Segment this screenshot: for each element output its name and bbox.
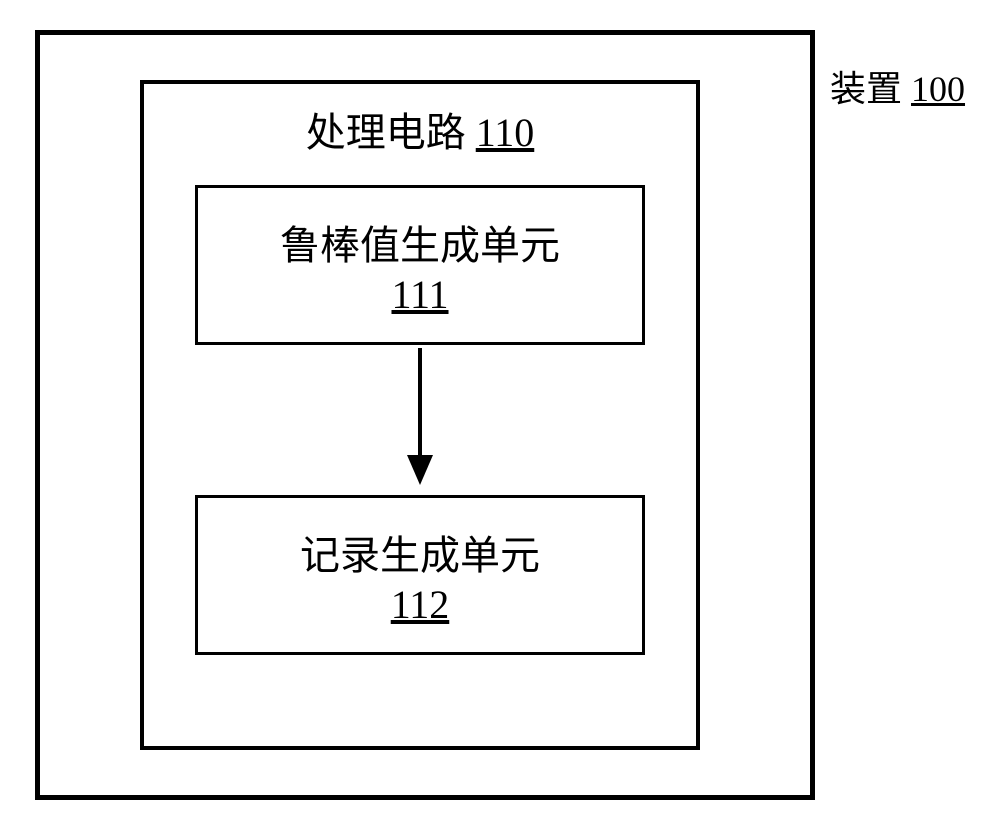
record-unit-box: 记录生成单元 112 — [195, 495, 645, 655]
device-label: 装置 100 — [830, 60, 965, 112]
arrow-unit1-to-unit2 — [394, 348, 446, 487]
processing-circuit-title: 处理电路 110 — [140, 100, 700, 158]
processing-title-text: 处理电路 — [306, 110, 476, 155]
diagram-canvas: 装置 100 处理电路 110 鲁棒值生成单元 111 记录生成单元 112 — [0, 0, 1000, 831]
record-unit-label: 记录生成单元 — [300, 523, 540, 581]
arrow-head — [407, 455, 433, 485]
device-label-number: 100 — [911, 69, 965, 109]
processing-title-number: 110 — [476, 110, 535, 155]
record-unit-number: 112 — [391, 581, 450, 628]
device-label-text: 装置 — [830, 69, 911, 109]
robust-value-unit-label: 鲁棒值生成单元 — [280, 213, 560, 271]
robust-value-unit-box: 鲁棒值生成单元 111 — [195, 185, 645, 345]
robust-value-unit-number: 111 — [391, 271, 448, 318]
